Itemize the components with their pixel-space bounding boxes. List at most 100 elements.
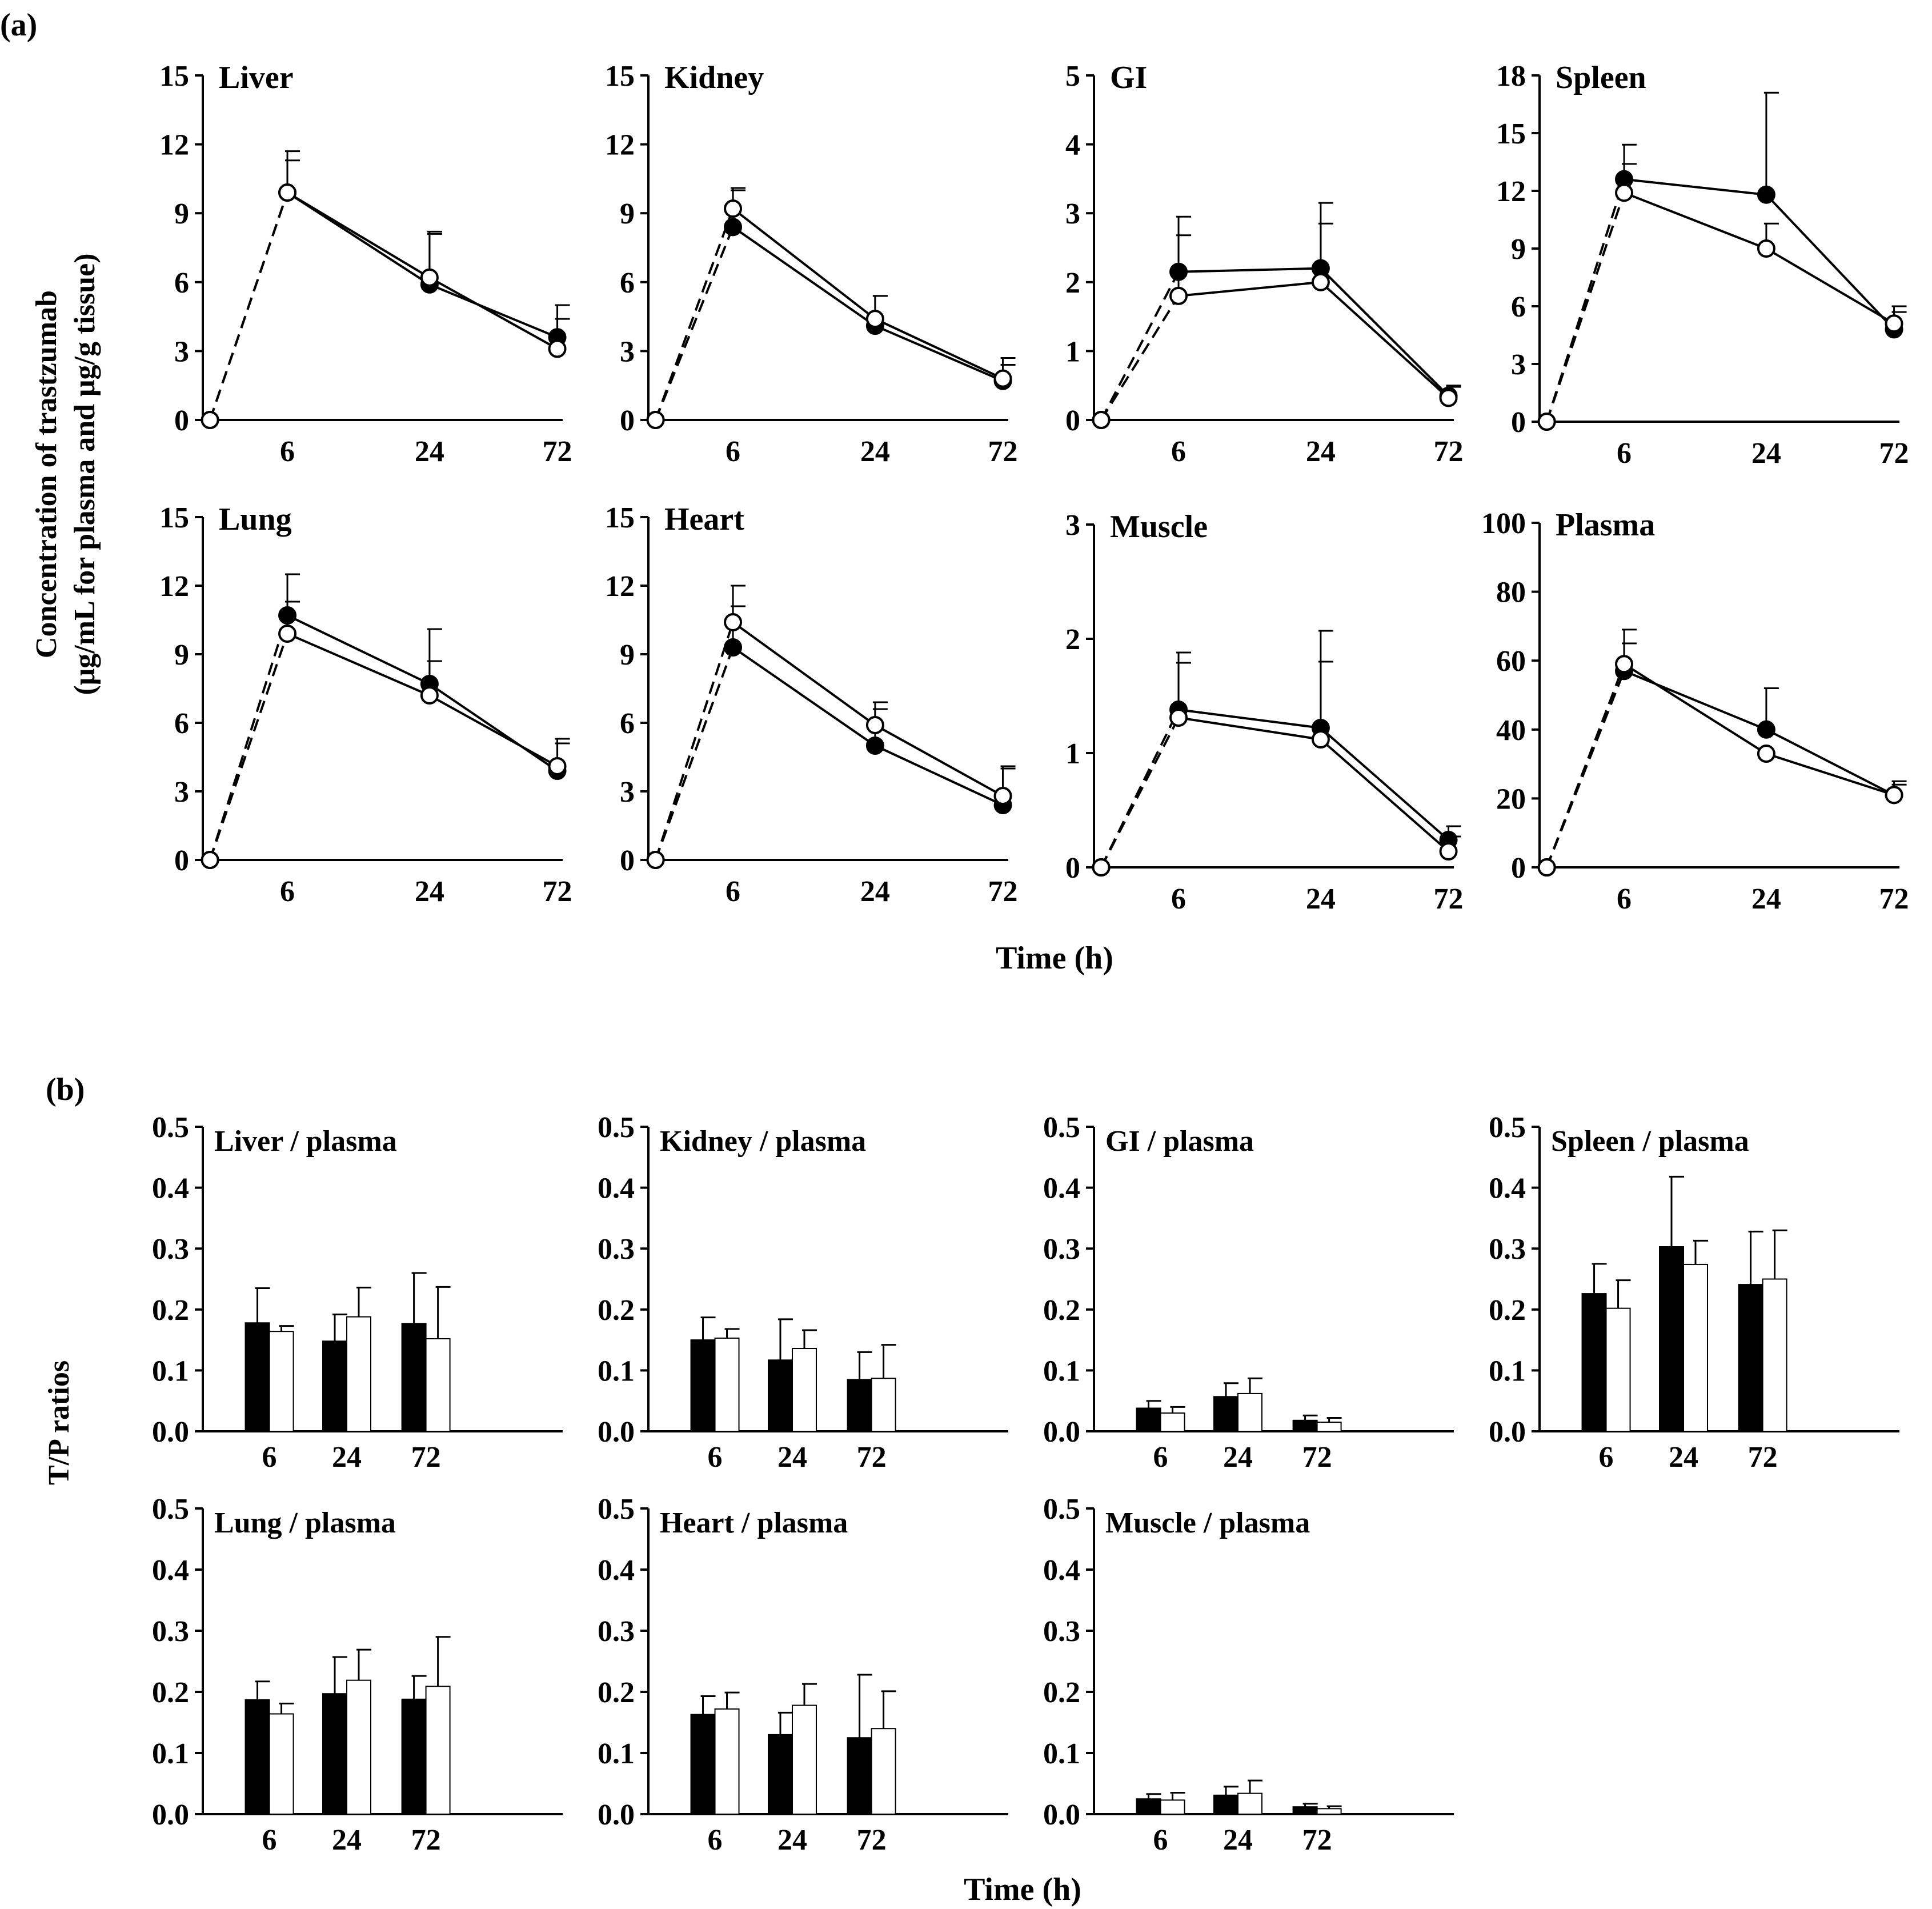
lung-y-tick-label: 3 bbox=[174, 776, 189, 809]
spleen-open-point bbox=[1537, 413, 1556, 431]
heart-plasma-y-tick-label: 0.4 bbox=[598, 1554, 635, 1587]
heart-filled-point bbox=[724, 638, 743, 657]
heart-filled-point bbox=[865, 737, 884, 755]
heart-x-tick-label: 6 bbox=[725, 875, 740, 908]
heart-plasma-black-bar bbox=[847, 1737, 872, 1815]
chart-kidney: 0 3 6 9 12 15 6 24 72 Kidney bbox=[605, 60, 1018, 468]
chart-spleen-plasma: 0.0 0.1 0.2 0.3 0.4 0.5 6 24 72 Spleen / plasma bbox=[1489, 1111, 1899, 1474]
muscle-plasma-x-tick-label: 6 bbox=[1153, 1824, 1168, 1856]
muscle-plasma-black-bar bbox=[1136, 1798, 1161, 1815]
lung-open-point bbox=[548, 757, 567, 775]
heart-open-point bbox=[865, 716, 884, 734]
gi-plasma-black-bar bbox=[1213, 1396, 1238, 1432]
liver-plasma-white-bar bbox=[346, 1316, 371, 1432]
kidney-series-line bbox=[732, 226, 1004, 382]
kidney-plasma-y-tick-label: 0.5 bbox=[598, 1111, 635, 1144]
lung-plasma-x-tick-label: 72 bbox=[411, 1824, 441, 1856]
lung-x-tick-label: 24 bbox=[415, 875, 444, 908]
lung-x-tick-label: 6 bbox=[280, 875, 295, 908]
heart-open-point bbox=[724, 613, 743, 631]
plasma-x-tick-label: 72 bbox=[1879, 883, 1909, 915]
kidney-dashed-segment bbox=[654, 226, 734, 421]
spleen-plasma-x-tick-label: 24 bbox=[1669, 1441, 1698, 1474]
lung-filled-point bbox=[278, 606, 297, 625]
chart-kidney-plasma: 0.0 0.1 0.2 0.3 0.4 0.5 6 24 72 Kidney / plasma bbox=[598, 1111, 1008, 1474]
muscle-plasma-y-tick-label: 0.3 bbox=[1043, 1615, 1080, 1648]
spleen-x-tick-label: 72 bbox=[1879, 437, 1909, 470]
lung-plasma-black-bar bbox=[322, 1693, 347, 1815]
liver-y-tick-label: 0 bbox=[174, 405, 189, 437]
liver-series-line bbox=[287, 191, 558, 350]
kidney-plasma-black-bar bbox=[690, 1339, 716, 1432]
plasma-x-tick-label: 24 bbox=[1751, 883, 1781, 915]
heart-y-tick-label: 12 bbox=[605, 570, 635, 603]
plasma-y-tick-label: 40 bbox=[1496, 714, 1526, 747]
gi-plasma-y-tick-label: 0.0 bbox=[1043, 1416, 1080, 1448]
heart-plasma-y-tick-label: 0.2 bbox=[598, 1676, 635, 1709]
heart-plasma-chart-title: Heart / plasma bbox=[660, 1507, 848, 1539]
gi-plasma-x-tick-label: 6 bbox=[1153, 1441, 1168, 1474]
plasma-open-point bbox=[1615, 655, 1634, 674]
spleen-y-tick-label: 6 bbox=[1511, 291, 1526, 323]
section-b-ylabel: T/P ratios bbox=[43, 1360, 75, 1485]
kidney-y-tick-label: 12 bbox=[605, 129, 635, 162]
plasma-dashed-segment bbox=[1545, 663, 1625, 868]
section-a-xlabel: Time (h) bbox=[996, 941, 1113, 976]
gi-filled-point bbox=[1169, 262, 1188, 281]
liver-plasma-x-tick-label: 24 bbox=[332, 1441, 362, 1474]
chart-lung: 0 3 6 9 12 15 6 24 72 Lung bbox=[159, 502, 572, 908]
liver-plasma-white-bar bbox=[268, 1331, 294, 1432]
muscle-x-tick-label: 24 bbox=[1306, 883, 1336, 915]
kidney-x-tick-label: 72 bbox=[988, 435, 1018, 468]
spleen-plasma-x-tick-label: 72 bbox=[1748, 1441, 1778, 1474]
gi-open-point bbox=[1311, 273, 1330, 291]
chart-liver-plasma: 0.0 0.1 0.2 0.3 0.4 0.5 6 24 72 Liver / plasma bbox=[152, 1111, 563, 1474]
muscle-dashed-segment bbox=[1100, 717, 1180, 868]
chart-heart-plasma: 0.0 0.1 0.2 0.3 0.4 0.5 6 24 72 Heart / plasma bbox=[598, 1493, 1008, 1856]
heart-plasma-black-bar bbox=[768, 1734, 793, 1815]
lung-chart-title: Lung bbox=[219, 502, 292, 537]
kidney-open-point bbox=[865, 310, 884, 329]
spleen-plasma-y-tick-label: 0.1 bbox=[1489, 1355, 1526, 1387]
gi-open-point bbox=[1439, 389, 1458, 407]
heart-plasma-x-tick-label: 24 bbox=[777, 1824, 807, 1856]
gi-plasma-y-tick-label: 0.5 bbox=[1043, 1111, 1080, 1144]
gi-y-tick-label: 0 bbox=[1065, 405, 1080, 437]
liver-dashed-segment bbox=[209, 192, 288, 421]
section-b-xlabel: Time (h) bbox=[964, 1872, 1081, 1907]
muscle-plasma-x-tick-label: 24 bbox=[1223, 1824, 1253, 1856]
muscle-x-tick-label: 6 bbox=[1171, 883, 1186, 915]
kidney-plasma-chart-title: Kidney / plasma bbox=[660, 1125, 866, 1158]
muscle-open-point bbox=[1439, 842, 1458, 861]
gi-y-tick-label: 3 bbox=[1065, 198, 1080, 230]
heart-y-tick-label: 3 bbox=[620, 776, 635, 809]
kidney-open-point bbox=[993, 369, 1012, 388]
lung-plasma-x-tick-label: 24 bbox=[332, 1824, 362, 1856]
liver-open-point bbox=[420, 268, 439, 287]
muscle-plasma-y-tick-label: 0.0 bbox=[1043, 1799, 1080, 1831]
kidney-open-point bbox=[724, 199, 743, 218]
kidney-plasma-white-bar bbox=[871, 1378, 896, 1432]
plasma-dashed-segment bbox=[1545, 670, 1625, 868]
kidney-plasma-y-tick-label: 0.2 bbox=[598, 1294, 635, 1327]
plasma-open-point bbox=[1537, 858, 1556, 877]
heart-plasma-white-bar bbox=[792, 1704, 817, 1815]
heart-plasma-y-tick-label: 0.5 bbox=[598, 1493, 635, 1526]
liver-y-tick-label: 6 bbox=[174, 267, 189, 299]
kidney-x-tick-label: 24 bbox=[860, 435, 890, 468]
lung-y-tick-label: 12 bbox=[159, 570, 189, 603]
heart-dashed-segment bbox=[654, 622, 734, 861]
liver-plasma-x-tick-label: 6 bbox=[262, 1441, 277, 1474]
gi-x-tick-label: 6 bbox=[1171, 435, 1186, 468]
muscle-plasma-y-tick-label: 0.4 bbox=[1043, 1554, 1080, 1587]
lung-plasma-black-bar bbox=[401, 1698, 427, 1815]
kidney-plasma-y-tick-label: 0.3 bbox=[598, 1233, 635, 1266]
kidney-dashed-segment bbox=[654, 208, 734, 421]
gi-plasma-white-bar bbox=[1316, 1422, 1342, 1432]
muscle-plasma-white-bar bbox=[1316, 1808, 1342, 1815]
heart-open-point bbox=[646, 851, 665, 869]
liver-y-tick-label: 15 bbox=[159, 60, 189, 93]
plasma-filled-point bbox=[1757, 720, 1775, 739]
liver-plasma-y-tick-label: 0.2 bbox=[152, 1294, 189, 1327]
